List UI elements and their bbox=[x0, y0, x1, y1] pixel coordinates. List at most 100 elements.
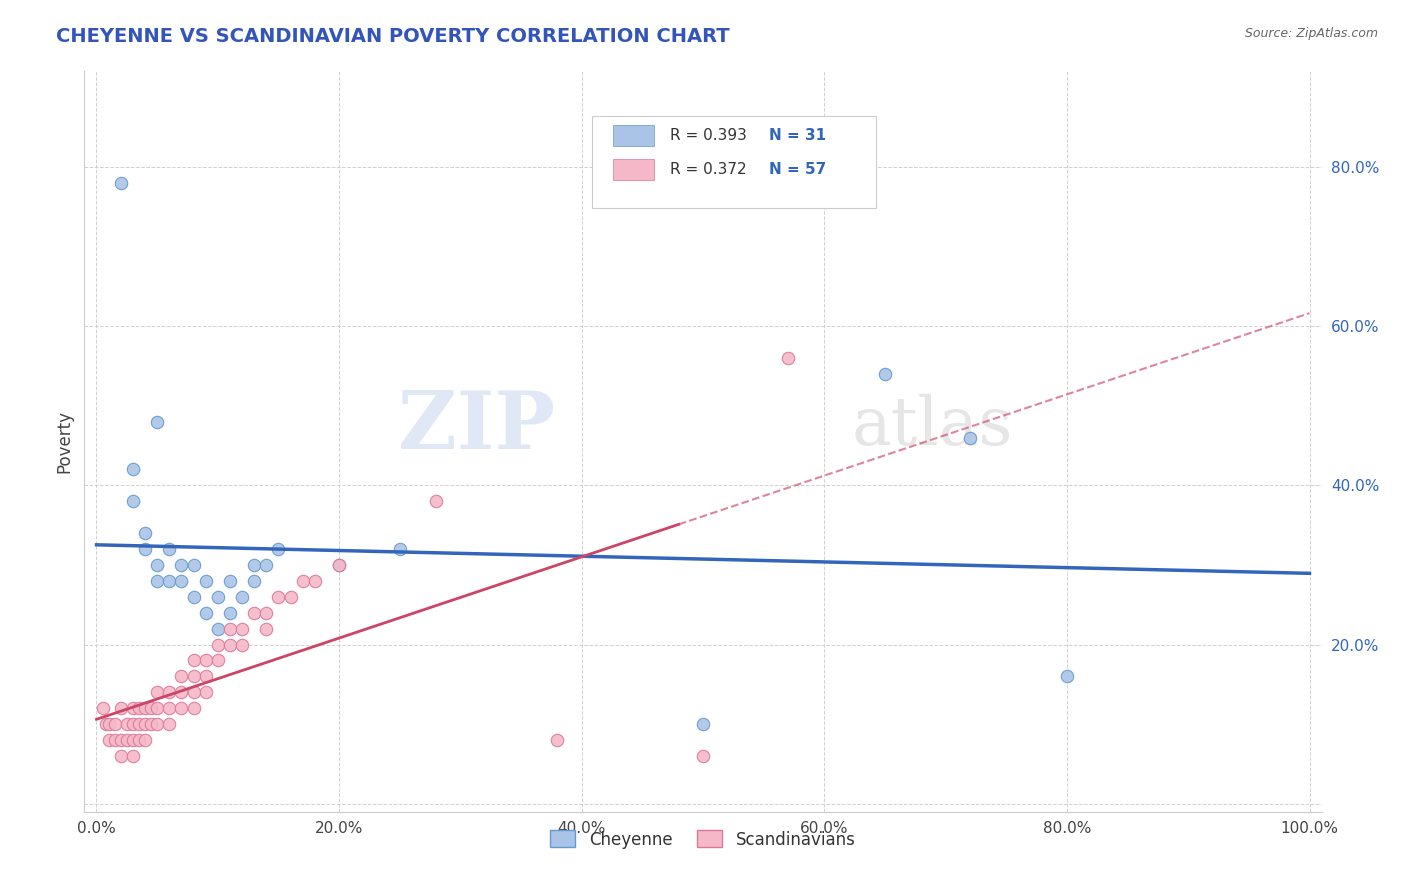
Y-axis label: Poverty: Poverty bbox=[55, 410, 73, 473]
Point bbox=[194, 669, 217, 683]
Point bbox=[207, 590, 229, 604]
Point bbox=[122, 717, 145, 731]
Point bbox=[231, 622, 253, 636]
Point bbox=[328, 558, 350, 572]
Point bbox=[170, 685, 193, 699]
Point bbox=[104, 717, 127, 731]
Point bbox=[122, 749, 145, 764]
Point bbox=[128, 717, 150, 731]
Point bbox=[254, 558, 277, 572]
Point bbox=[388, 541, 411, 556]
Point bbox=[267, 590, 290, 604]
Point bbox=[110, 176, 132, 190]
Text: R = 0.372: R = 0.372 bbox=[669, 162, 747, 178]
Point bbox=[122, 494, 145, 508]
Text: R = 0.393: R = 0.393 bbox=[669, 128, 747, 144]
Point bbox=[146, 701, 169, 715]
Text: N = 57: N = 57 bbox=[769, 162, 825, 178]
Point bbox=[134, 701, 156, 715]
Point bbox=[194, 606, 217, 620]
Text: CHEYENNE VS SCANDINAVIAN POVERTY CORRELATION CHART: CHEYENNE VS SCANDINAVIAN POVERTY CORRELA… bbox=[56, 27, 730, 45]
Point bbox=[170, 669, 193, 683]
Point bbox=[115, 733, 138, 747]
Point bbox=[183, 685, 205, 699]
Point bbox=[267, 541, 290, 556]
Point bbox=[157, 574, 180, 588]
Point bbox=[243, 558, 266, 572]
Point bbox=[97, 733, 120, 747]
Point bbox=[146, 574, 169, 588]
Point bbox=[122, 733, 145, 747]
Point bbox=[328, 558, 350, 572]
Point bbox=[280, 590, 302, 604]
Point bbox=[122, 701, 145, 715]
FancyBboxPatch shape bbox=[613, 160, 654, 180]
Point bbox=[304, 574, 326, 588]
Point bbox=[134, 717, 156, 731]
Point bbox=[692, 717, 714, 731]
Point bbox=[207, 622, 229, 636]
Point bbox=[110, 749, 132, 764]
Point bbox=[96, 717, 118, 731]
Point bbox=[183, 558, 205, 572]
Point bbox=[157, 717, 180, 731]
Text: atlas: atlas bbox=[852, 394, 1012, 459]
Point bbox=[194, 653, 217, 667]
Point bbox=[110, 733, 132, 747]
Point bbox=[91, 701, 114, 715]
Point bbox=[219, 606, 242, 620]
Text: ZIP: ZIP bbox=[398, 388, 554, 466]
Point bbox=[1056, 669, 1078, 683]
Point bbox=[146, 558, 169, 572]
Point bbox=[134, 526, 156, 541]
Point bbox=[243, 574, 266, 588]
Point bbox=[122, 462, 145, 476]
Point bbox=[207, 653, 229, 667]
Point bbox=[692, 749, 714, 764]
Legend: Cheyenne, Scandinavians: Cheyenne, Scandinavians bbox=[544, 823, 862, 855]
Point bbox=[170, 558, 193, 572]
Point bbox=[425, 494, 447, 508]
FancyBboxPatch shape bbox=[592, 116, 876, 209]
Point bbox=[219, 622, 242, 636]
Point bbox=[134, 541, 156, 556]
Point bbox=[170, 701, 193, 715]
Point bbox=[146, 685, 169, 699]
Text: Source: ZipAtlas.com: Source: ZipAtlas.com bbox=[1244, 27, 1378, 40]
Point bbox=[219, 574, 242, 588]
Point bbox=[194, 574, 217, 588]
Point bbox=[219, 638, 242, 652]
Point bbox=[183, 701, 205, 715]
Point bbox=[128, 733, 150, 747]
Point bbox=[231, 590, 253, 604]
Point bbox=[546, 733, 568, 747]
Point bbox=[139, 701, 162, 715]
Point bbox=[207, 638, 229, 652]
Point bbox=[110, 701, 132, 715]
Point bbox=[183, 669, 205, 683]
Point bbox=[183, 653, 205, 667]
Point bbox=[139, 717, 162, 731]
Point bbox=[194, 685, 217, 699]
Point bbox=[97, 717, 120, 731]
Text: N = 31: N = 31 bbox=[769, 128, 825, 144]
Point bbox=[231, 638, 253, 652]
Point bbox=[115, 717, 138, 731]
Point bbox=[157, 685, 180, 699]
Point bbox=[254, 606, 277, 620]
Point bbox=[243, 606, 266, 620]
Point bbox=[134, 733, 156, 747]
Point bbox=[128, 701, 150, 715]
FancyBboxPatch shape bbox=[613, 126, 654, 146]
Point bbox=[157, 541, 180, 556]
Point bbox=[104, 733, 127, 747]
Point bbox=[959, 431, 981, 445]
Point bbox=[146, 717, 169, 731]
Point bbox=[254, 622, 277, 636]
Point bbox=[170, 574, 193, 588]
Point bbox=[157, 701, 180, 715]
Point bbox=[776, 351, 799, 365]
Point bbox=[873, 367, 896, 381]
Point bbox=[146, 415, 169, 429]
Point bbox=[291, 574, 314, 588]
